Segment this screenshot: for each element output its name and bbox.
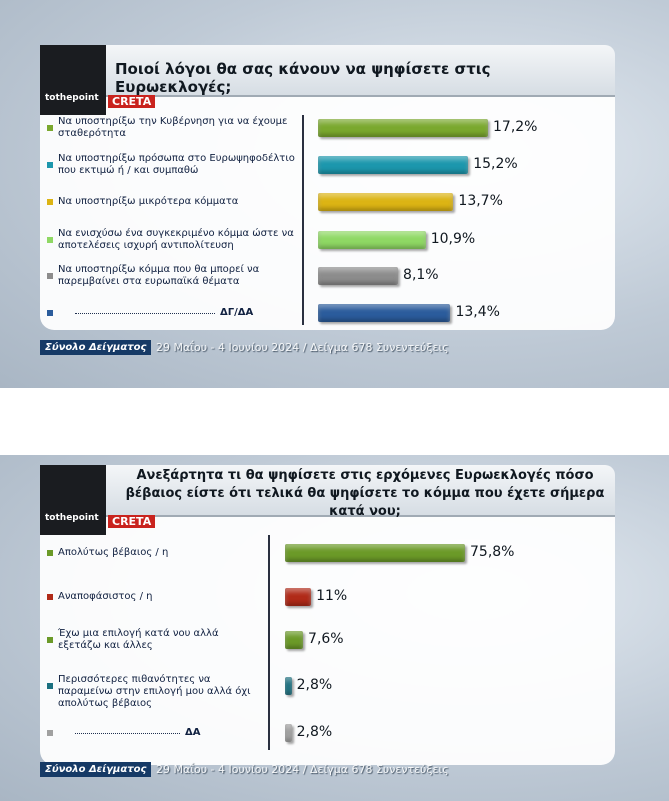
logo-text: CRETA [108,515,156,528]
category-label: Περισσότερες πιθανότητες να παραμείνω στ… [58,674,251,709]
bullet [47,199,53,205]
chart-title: Ανεξάρτητα τι θα ψηφίσετε στις ερχόμενες… [125,468,605,519]
logo-text: tothepoint [45,513,99,523]
footer-text: 29 Μαΐου - 4 Ιουνίου 2024 / Δείγμα 678 Σ… [156,341,449,354]
logo: tothepoint CRETA [40,465,156,535]
bullet [47,273,53,279]
category-label: Να υποστηρίξω πρόσωπα στο Ευρωψηφοδέλτιο… [58,153,295,176]
dotted-leader [75,733,180,734]
value-label: 17,2% [493,119,538,135]
bullet [47,237,53,243]
category-label: Απολύτως βέβαιος / η [58,547,169,558]
value-label: 75,8% [470,544,515,560]
axis-line [302,115,304,325]
footer-label: Σύνολο Δείγματος [40,340,152,355]
category-label: Αναποφάσιστος / η [58,591,153,602]
logo-text: CRETA [108,95,156,108]
value-label: 2,8% [296,724,333,740]
bar [285,588,312,606]
bullet [47,162,53,168]
category-label: Να υποστηρίξω μικρότερα κόμματα [58,196,239,207]
bar [318,267,399,285]
title-bar [40,465,615,517]
chart-panel: Ανεξάρτητα τι θα ψηφίσετε στις ερχόμενες… [0,455,669,801]
bullet [47,125,53,131]
category-label: Να υποστηρίξω κόμμα που θα μπορεί να παρ… [58,264,260,287]
bar [285,544,465,562]
bar [318,156,469,174]
bullet [47,550,53,556]
axis-line [268,535,270,750]
bullet [47,310,53,316]
footer-text: 29 Μαΐου - 4 Ιουνίου 2024 / Δείγμα 678 Σ… [156,763,449,776]
logo-text: tothepoint [45,93,99,103]
bullet [47,594,53,600]
logo: tothepoint CRETA [40,45,156,115]
bar [285,631,304,649]
footer-label: Σύνολο Δείγματος [40,762,152,777]
bar [318,231,426,249]
chart-panel: Ποιοί λόγοι θα σας κάνουν να ψηφίσετε στ… [0,0,669,388]
bar [285,677,292,695]
value-label: 11% [316,588,348,604]
chart-title: Ποιοί λόγοι θα σας κάνουν να ψηφίσετε στ… [115,60,491,96]
value-label: 7,6% [308,631,344,647]
dotted-leader [75,313,215,314]
category-label: Να υποστηρίξω την Κυβέρνηση για να έχουμ… [58,116,288,139]
value-label: 2,8% [296,677,333,693]
category-label: Να ενισχύσω ένα συγκεκριμένο κόμμα ώστε … [58,228,294,251]
bullet [47,637,53,643]
bar [318,304,451,322]
category-label: ΔΓ/ΔΑ [220,307,254,318]
value-label: 8,1% [403,267,439,283]
category-label: Έχω μια επιλογή κατά νου αλλά εξετάζω κα… [58,628,219,651]
value-label: 13,7% [458,193,503,209]
value-label: 13,4% [455,304,500,320]
category-label: ΔΑ [185,727,201,738]
value-label: 10,9% [430,231,476,247]
bar [285,724,292,742]
bullet [47,730,53,736]
value-label: 15,2% [473,156,518,172]
bar [318,119,488,137]
bullet [47,683,53,689]
title-bar [40,45,615,97]
bar [318,193,454,211]
